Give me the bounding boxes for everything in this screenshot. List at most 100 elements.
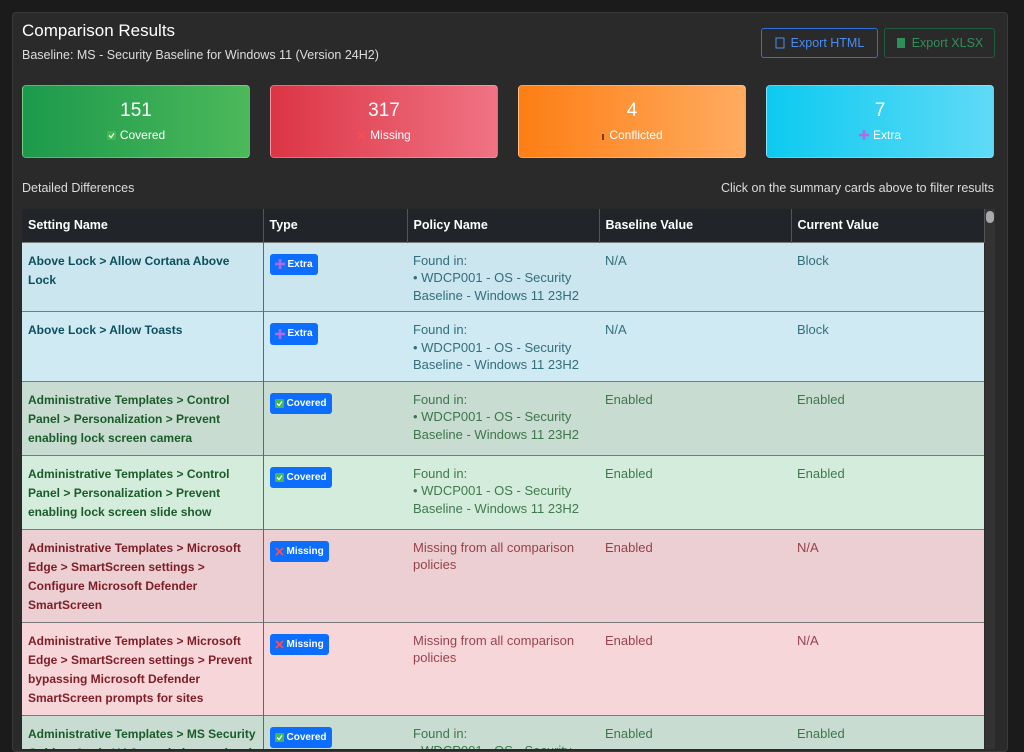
differences-table: Setting Name Type Policy Name Baseline Valu… [22, 209, 985, 749]
section-title: Detailed Differences [22, 181, 135, 195]
card-label: Covered [119, 128, 166, 142]
policy-line: • WDCP001 - OS - Security Baseline - Win… [413, 270, 579, 303]
policy-line: Found in: [413, 322, 468, 337]
export-html-button[interactable]: Export HTML [761, 28, 878, 58]
table-row[interactable]: Above Lock > Allow Cortana Above Lock Ext… [22, 241, 984, 312]
badge-label: Covered [286, 731, 327, 743]
card-value: 151 [120, 100, 152, 121]
type-cell: Missing [263, 621, 407, 715]
badge-label: Extra [287, 328, 313, 339]
section-hint: Click on the summary cards above to filt… [720, 181, 994, 195]
setting-name: Administrative Templates > Microsoft Edg… [22, 621, 264, 715]
summary-card[interactable]: 7 Extra [766, 85, 994, 158]
table-row[interactable]: Administrative Templates > Control Panel… [22, 454, 984, 529]
setting-name: Administrative Templates > Control Panel… [22, 380, 264, 455]
badge-label: Missing [286, 545, 324, 557]
icon [274, 472, 284, 482]
type-badge: Missing [269, 540, 329, 562]
baseline-value: Enabled [599, 380, 791, 455]
setting-name: Administrative Templates > Control Panel… [22, 454, 264, 529]
baseline-value: Enabled [599, 454, 791, 529]
policy-line: Missing from all comparison policies [413, 632, 575, 666]
card-label-row: Missing [271, 128, 497, 142]
table-row[interactable]: Administrative Templates > MS Security G… [22, 714, 984, 749]
type-cell: Covered [263, 380, 407, 455]
column-header: Current Value [791, 209, 985, 242]
card-label: Conflicted [609, 128, 663, 142]
scrollbar[interactable] [985, 209, 995, 749]
badge-label: Extra [287, 258, 313, 270]
summary-card[interactable]: 317 Missing [270, 85, 498, 158]
policy-name: Missing from all comparison policies [407, 621, 599, 715]
current-value: Enabled [791, 454, 984, 529]
setting-name: Administrative Templates > Microsoft Edg… [22, 528, 264, 622]
card-label-row: Covered [23, 128, 249, 142]
card-label: Extra [872, 128, 901, 142]
type-badge: Covered [269, 466, 332, 488]
page: Comparison Results Baseline: MS - Securi… [12, 12, 1008, 752]
table-row[interactable]: Administrative Templates > Microsoft Edg… [22, 528, 984, 622]
results-panel: Comparison Results Baseline: MS - Securi… [12, 12, 1008, 752]
setting-name: Administrative Templates > MS Security G… [22, 714, 264, 749]
policy-line: Found in: [413, 465, 468, 481]
policy-line: Missing from all comparison policies [413, 539, 575, 573]
card-label-row: Extra [767, 128, 993, 142]
policy-name: Found in: • WDCP001 - OS - Security Basel… [407, 311, 599, 381]
icon [274, 398, 284, 408]
icon [274, 640, 284, 649]
policy-line: Found in: [413, 725, 468, 741]
card-value: 4 [626, 100, 638, 121]
table-row[interactable]: Administrative Templates > Control Panel… [22, 380, 984, 455]
subtitle: Baseline: MS - Security Baseline for Win… [22, 48, 379, 62]
type-cell: Extra [263, 241, 407, 312]
export-xlsx-button[interactable]: Export XLSX [884, 28, 995, 58]
type-badge: Missing [269, 633, 329, 655]
type-badge: Extra [269, 253, 318, 275]
icon [274, 259, 285, 270]
icon [896, 38, 905, 48]
policy-name: Found in:• WDCP001 - OS - Security Basel… [407, 714, 599, 749]
icon [274, 547, 284, 556]
table-container: Setting Name Type Policy Name Baseline Valu… [22, 209, 995, 749]
policy-line: • WDCP001 - OS - Security Baseline - Win… [413, 483, 579, 516]
policy-line: • WDCP001 - OS - Security Baseline - Win… [413, 742, 593, 749]
type-badge: Extra [269, 323, 318, 345]
card-label-row: Conflicted [519, 128, 745, 142]
table-row[interactable]: Above Lock > Allow Toasts Extra Found in: •… [22, 311, 984, 381]
button-label: Export HTML [790, 36, 865, 50]
icon [357, 130, 366, 140]
type-cell: Missing [263, 528, 407, 622]
scrollbar-thumb[interactable] [986, 211, 994, 223]
current-value: N/A [791, 621, 984, 715]
summary-card[interactable]: 4 Conflicted [518, 85, 746, 158]
type-badge: Covered [269, 392, 332, 414]
column-header: Type [263, 209, 408, 242]
title: Comparison Results [22, 21, 176, 40]
policy-name: Found in:• WDCP001 - OS - Security Basel… [407, 241, 599, 312]
table-row[interactable]: Administrative Templates > Microsoft Edg… [22, 621, 984, 715]
icon [106, 130, 116, 140]
icon [602, 133, 605, 140]
current-value: Block [791, 311, 984, 381]
type-cell: Extra [263, 311, 407, 381]
summary-card[interactable]: 151 Covered [22, 85, 250, 158]
policy-name: Missing from all comparison policies [407, 528, 599, 622]
current-value: N/A [791, 528, 984, 622]
baseline-value: Enabled [599, 714, 791, 749]
setting-name: Above Lock > Allow Cortana Above Lock [22, 241, 264, 312]
current-value: Block [791, 241, 984, 312]
policy-name: Found in: • WDCP001 - OS - Security Basel… [407, 454, 599, 529]
type-cell: Covered [263, 454, 407, 529]
baseline-value: N/A [599, 311, 791, 381]
column-header: Setting Name [22, 209, 264, 242]
baseline-value: Enabled [599, 528, 791, 622]
current-value: Enabled [791, 380, 984, 455]
baseline-value: N/A [599, 241, 791, 312]
type-badge: Covered [269, 726, 332, 748]
policy-name: Found in:• WDCP001 - OS - Security Basel… [407, 380, 599, 455]
icon [274, 328, 285, 339]
icon [274, 732, 284, 742]
card-value: 7 [874, 100, 886, 121]
badge-label: Covered [286, 471, 327, 483]
policy-line: • WDCP001 - OS - Security Baseline - Win… [413, 339, 579, 373]
